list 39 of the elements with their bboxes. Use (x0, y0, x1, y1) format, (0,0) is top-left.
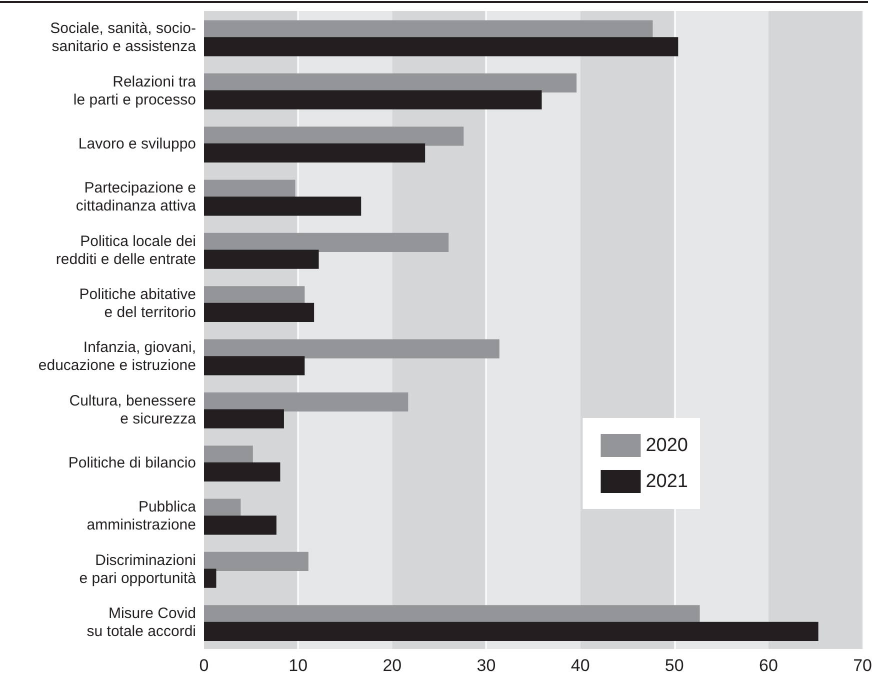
x-tick-label: 70 (853, 656, 872, 675)
bar (204, 37, 678, 56)
x-tick-label: 30 (476, 656, 496, 675)
bar (204, 232, 449, 252)
y-tick-label: Partecipazione e cittadinanza attiva (76, 180, 197, 215)
bar (204, 339, 500, 358)
y-tick-label: Lavoro e sviluppo (78, 135, 196, 152)
legend-label: 2020 (646, 435, 688, 456)
x-tick-label: 0 (199, 656, 209, 675)
y-tick-label: Politica locale dei redditi e delle entrate (56, 232, 196, 268)
bar (204, 73, 577, 93)
y-tick-label: Pubblica amministrazione (86, 498, 197, 534)
y-tick-label: Misure Covid su totale accordi (86, 604, 196, 640)
bar (204, 302, 314, 322)
bar (204, 196, 362, 216)
y-tick-label: Politiche di bilancio (68, 454, 196, 472)
y-tick-label: Sociale, sanità, socio- sanitario e assistenza (50, 20, 197, 56)
y-tick-label: Relazioni tra le parti e processo (73, 73, 197, 108)
y-tick-label: Infanzia, giovani, educazione e istruzione (38, 339, 196, 374)
x-tick-label: 40 (570, 656, 590, 675)
bar (204, 409, 284, 428)
x-tick-label: 60 (759, 656, 778, 675)
bar (204, 552, 308, 572)
x-tick-label: 10 (288, 656, 308, 675)
bar (204, 90, 542, 110)
bar (204, 392, 408, 412)
bar (204, 250, 319, 269)
y-tick-label: Cultura, benessere e sicurezza (69, 392, 197, 428)
legend-label: 2021 (646, 471, 688, 492)
bar (204, 462, 280, 482)
y-tick-label: Politiche abitative e del territorio (79, 286, 196, 321)
x-tick-label: 50 (664, 656, 684, 675)
bar (204, 516, 276, 535)
x-tick-label: 20 (382, 656, 402, 675)
bar (204, 568, 216, 588)
y-tick-label: Discriminazioni e pari opportunità (79, 552, 197, 587)
bar (204, 622, 818, 642)
bar (204, 143, 426, 163)
bar (204, 356, 305, 376)
